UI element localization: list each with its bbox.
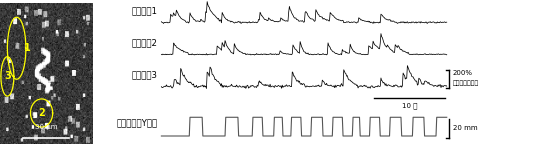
Text: 蛍光強度変化率: 蛍光強度変化率: [453, 80, 479, 85]
Text: 30 μm: 30 μm: [35, 124, 58, 130]
Text: 10 秒: 10 秒: [402, 102, 417, 109]
Text: 樹状突起3: 樹状突起3: [132, 70, 158, 80]
Text: 樹状突起1: 樹状突起1: [132, 6, 158, 16]
Text: 3: 3: [4, 71, 11, 81]
Text: カーソルのY座標: カーソルのY座標: [116, 118, 158, 127]
Text: 1: 1: [24, 43, 31, 53]
Text: 樹状突起2: 樹状突起2: [132, 38, 158, 48]
Text: 200%: 200%: [453, 70, 473, 76]
Text: 2: 2: [38, 108, 45, 118]
Text: 20 mm: 20 mm: [453, 125, 478, 131]
